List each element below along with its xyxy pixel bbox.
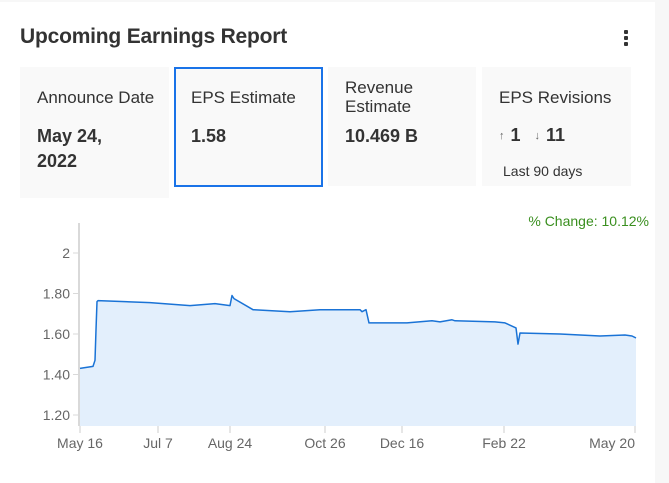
arrow-up-icon: ↑: [499, 130, 505, 142]
revenue-estimate-label-line2: Estimate: [345, 97, 412, 116]
y-axis-ticks: 2 1.80 1.60 1.40 1.20: [43, 245, 79, 423]
eps-estimate-value: 1.58: [191, 126, 227, 146]
percent-change: % Change: 10.12%: [528, 213, 649, 229]
eps-revisions-tile[interactable]: EPS Revisions ↑ 1 ↓ 11 Last 90 days: [482, 67, 631, 186]
x-tick-label: May 16: [57, 435, 103, 451]
revenue-estimate-label-line1: Revenue: [345, 78, 414, 97]
y-tick-label: 2: [62, 245, 70, 261]
x-tick-label: May 20: [589, 435, 635, 451]
y-tick-label: 1.40: [43, 367, 70, 383]
x-axis-ticks: May 16 Jul 7 Aug 24 Oct 26 Dec 16 Feb 22 May 2…: [57, 426, 636, 451]
eps-estimate-label: EPS Estimate: [191, 88, 296, 107]
announce-date-label: Announce Date: [37, 88, 155, 107]
y-tick-label: 1.20: [43, 407, 70, 423]
y-tick-label: 1.80: [43, 286, 70, 302]
x-tick-label: Feb 22: [482, 435, 526, 451]
announce-date-tile: Announce Date May 24, 2022: [20, 67, 169, 198]
revenue-estimate-tile[interactable]: Revenue Estimate 10.469 B: [328, 67, 476, 186]
revenue-estimate-value: 10.469 B: [345, 126, 419, 146]
revisions-period: Last 90 days: [503, 163, 583, 179]
eps-estimate-tile[interactable]: EPS Estimate 1.58: [174, 67, 323, 187]
revisions-down-count: 11: [546, 125, 566, 145]
eps-revisions-counts: ↑ 1 ↓ 11: [499, 125, 579, 146]
eps-revisions-label: EPS Revisions: [499, 88, 612, 107]
x-tick-label: Jul 7: [143, 435, 173, 451]
x-tick-label: Aug 24: [208, 435, 253, 451]
arrow-down-icon: ↓: [534, 130, 541, 142]
announce-date-value-line1: May 24,: [37, 126, 103, 146]
card-title: Upcoming Earnings Report: [20, 25, 288, 48]
chart-line: [79, 294, 637, 370]
announce-date-value-line2: 2022: [37, 151, 78, 171]
x-tick-label: Dec 16: [380, 435, 425, 451]
revisions-up-count: 1: [510, 125, 521, 145]
kebab-menu-icon[interactable]: [618, 26, 634, 50]
x-tick-label: Oct 26: [304, 435, 345, 451]
chart-area-fill: [80, 295, 636, 426]
y-tick-label: 1.60: [43, 326, 70, 342]
